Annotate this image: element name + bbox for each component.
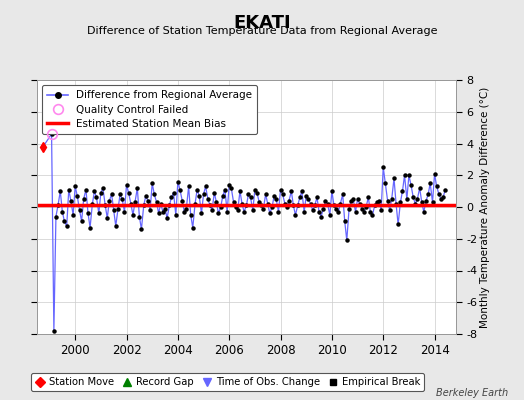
Y-axis label: Monthly Temperature Anomaly Difference (°C): Monthly Temperature Anomaly Difference (… <box>480 86 490 328</box>
Text: Difference of Station Temperature Data from Regional Average: Difference of Station Temperature Data f… <box>87 26 437 36</box>
Text: EKATI: EKATI <box>233 14 291 32</box>
Legend: Station Move, Record Gap, Time of Obs. Change, Empirical Break: Station Move, Record Gap, Time of Obs. C… <box>31 373 424 391</box>
Text: Berkeley Earth: Berkeley Earth <box>436 388 508 398</box>
Legend: Difference from Regional Average, Quality Control Failed, Estimated Station Mean: Difference from Regional Average, Qualit… <box>42 85 257 134</box>
